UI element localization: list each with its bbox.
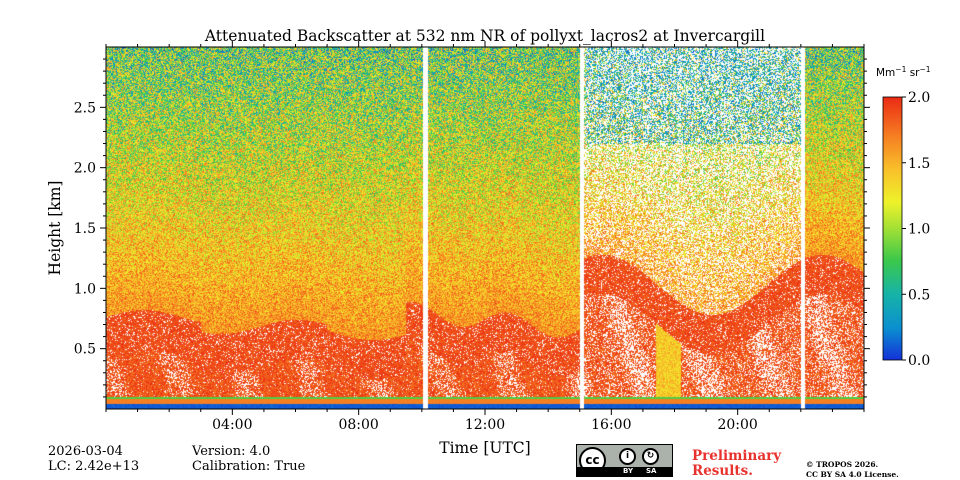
footer-lc: LC: 2.42e+13 bbox=[48, 459, 140, 474]
sa-icon: ↻ bbox=[642, 448, 659, 465]
footer-calibration: Calibration: True bbox=[192, 459, 306, 474]
colorbar-tick-label: 0.0 bbox=[908, 353, 930, 369]
y-tick-label: 2.0 bbox=[74, 161, 96, 177]
copyright-line2: CC BY SA 4.0 License. bbox=[806, 470, 899, 479]
colorbar bbox=[882, 96, 903, 361]
heatmap-image bbox=[106, 47, 864, 409]
colorbar-unit-base: Mm bbox=[876, 67, 895, 79]
footer-version-block: Version: 4.0 Calibration: True bbox=[192, 444, 305, 474]
preliminary-line1: Preliminary bbox=[692, 448, 782, 464]
x-tick-label: 16:00 bbox=[591, 417, 631, 433]
copyright-line1: © TROPOS 2026. bbox=[806, 460, 879, 469]
colorbar-tick-label: 2.0 bbox=[908, 90, 930, 106]
chart-title: Attenuated Backscatter at 532 nm NR of p… bbox=[204, 27, 765, 45]
colorbar-tick-label: 1.5 bbox=[908, 156, 930, 172]
backscatter-heatmap bbox=[106, 47, 864, 409]
colorbar-unit-mid: sr bbox=[906, 67, 920, 79]
x-tick-label: 08:00 bbox=[338, 417, 378, 433]
x-tick-label: 20:00 bbox=[717, 417, 757, 433]
copyright-notice: © TROPOS 2026. CC BY SA 4.0 License. bbox=[806, 460, 899, 480]
colorbar-ticks: 0.0 0.5 1.0 1.5 2.0 bbox=[902, 90, 930, 369]
y-tick-label: 0.5 bbox=[74, 342, 96, 358]
y-tick-label: 1.5 bbox=[74, 221, 96, 237]
footer-date: 2026-03-04 bbox=[48, 444, 123, 459]
by-icon: i bbox=[619, 448, 636, 465]
y-tick-label: 2.5 bbox=[74, 100, 96, 116]
y-axis: 0.5 1.0 1.5 2.0 2.5 bbox=[74, 58, 870, 398]
colorbar-unit-exp1: −1 bbox=[895, 65, 906, 74]
x-axis: 04:00 08:00 12:00 16:00 20:00 bbox=[105, 41, 865, 433]
cc-sa-label: SA bbox=[646, 467, 657, 475]
colorbar-tick-label: 0.5 bbox=[908, 287, 930, 303]
colorbar-tick-label: 1.0 bbox=[908, 222, 930, 238]
colorbar-unit-exp2: −1 bbox=[919, 65, 930, 74]
footer-date-block: 2026-03-04 LC: 2.42e+13 bbox=[48, 444, 139, 474]
colorbar-unit: Mm−1 sr−1 bbox=[876, 65, 931, 79]
y-tick-label: 1.0 bbox=[74, 281, 96, 297]
preliminary-notice: Preliminary Results. bbox=[692, 449, 781, 479]
y-axis-label: Height [km] bbox=[46, 181, 64, 276]
footer-version: Version: 4.0 bbox=[192, 444, 271, 459]
cc-license-badge: cc i ↻ BY SA bbox=[576, 444, 673, 477]
x-tick-label: 12:00 bbox=[465, 417, 505, 433]
x-tick-label: 04:00 bbox=[212, 417, 252, 433]
x-axis-label: Time [UTC] bbox=[439, 439, 530, 457]
cc-badge-bar bbox=[577, 467, 672, 476]
cc-by-label: BY bbox=[623, 467, 634, 475]
preliminary-line2: Results. bbox=[692, 463, 753, 479]
